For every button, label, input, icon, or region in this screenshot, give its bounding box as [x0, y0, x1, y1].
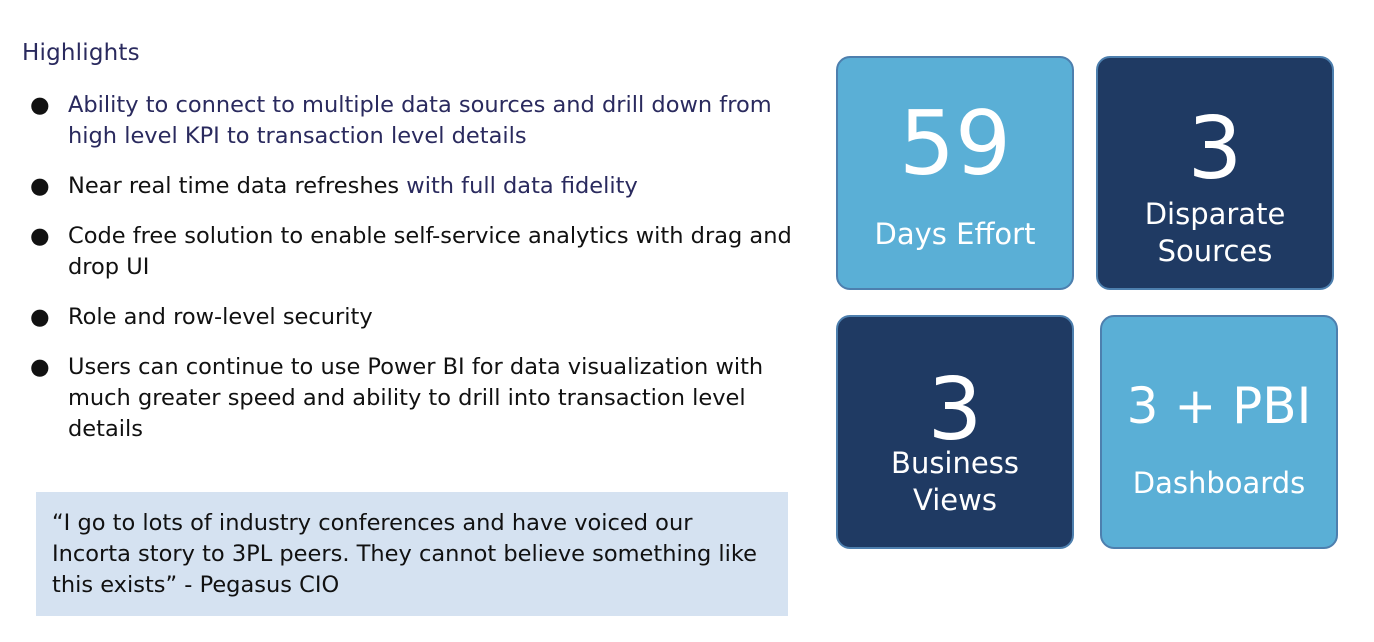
- stat-value: 3 + PBI: [1126, 377, 1312, 435]
- bullet-text: Code free solution to enable self-servic…: [68, 223, 792, 280]
- stat-label-line2: Sources: [1157, 234, 1273, 268]
- highlights-heading: Highlights: [22, 40, 140, 66]
- list-item: ● Role and row-level security: [30, 302, 800, 333]
- bullet-text: Near real time data refreshes: [68, 173, 407, 199]
- bullet-text: Role and row-level security: [68, 304, 373, 330]
- bullet-icon: ●: [30, 223, 50, 249]
- bullet-text: Ability to connect to multiple data sour…: [68, 92, 772, 149]
- list-item: ● Users can continue to use Power BI for…: [30, 352, 800, 445]
- stat-tile-dashboards: 3 + PBI Dashboards: [1100, 315, 1338, 549]
- stat-value: 59: [899, 92, 1011, 195]
- bullet-text-accent: with full data fidelity: [406, 173, 638, 199]
- stat-tile-disparate-sources: 3 Disparate Sources: [1096, 56, 1334, 290]
- stat-label-line2: Views: [913, 483, 997, 517]
- stat-tile-business-views: 3 Business Views: [836, 315, 1074, 549]
- bullet-icon: ●: [30, 304, 50, 330]
- stat-label-line1: Business: [891, 446, 1019, 480]
- stat-value: 3: [927, 360, 983, 460]
- bullet-icon: ●: [30, 173, 50, 199]
- bullet-icon: ●: [30, 354, 50, 380]
- list-item: ● Near real time data refreshes with ful…: [30, 171, 800, 202]
- stat-label-line1: Disparate: [1144, 197, 1286, 231]
- list-item: ● Code free solution to enable self-serv…: [30, 221, 800, 283]
- customer-quote: “I go to lots of industry conferences an…: [36, 492, 788, 616]
- list-item: ● Ability to connect to multiple data so…: [30, 90, 800, 152]
- bullet-text: Users can continue to use Power BI for d…: [68, 354, 764, 442]
- stat-tile-days-effort: 59 Days Effort: [836, 56, 1074, 290]
- stat-value: 3: [1187, 99, 1243, 199]
- stat-label: Days Effort: [874, 217, 1036, 251]
- bullet-icon: ●: [30, 92, 50, 118]
- quote-text: “I go to lots of industry conferences an…: [52, 510, 757, 598]
- highlights-list: ● Ability to connect to multiple data so…: [30, 90, 800, 464]
- stat-label: Dashboards: [1132, 466, 1306, 500]
